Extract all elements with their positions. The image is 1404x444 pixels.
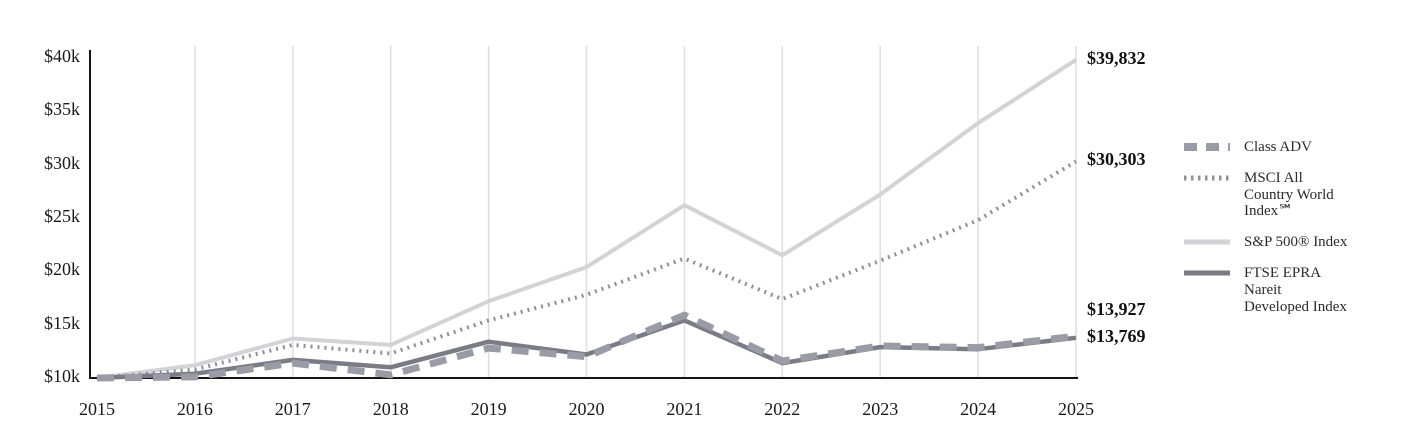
chart-legend: Class ADV MSCI All Country World Index℠ S&P … (1184, 139, 1394, 315)
y-tick-label-15000: $15k (44, 312, 80, 333)
legend-item-msci-all-country-world-index: MSCI All Country World Index℠ (1184, 170, 1394, 220)
series-end-label-39832: $39,832 (1087, 47, 1146, 68)
legend-swatch-s-p-500-index (1184, 239, 1230, 245)
y-tick-label-30000: $30k (44, 152, 80, 173)
series-end-label-13769: $13,769 (1087, 325, 1146, 346)
x-tick-label-2015: 2015 (79, 399, 115, 419)
legend-label-s-p-500-index: S&P 500® Index (1244, 234, 1348, 251)
y-tick-label-20000: $20k (44, 259, 80, 280)
y-tick-label-40000: $40k (44, 46, 80, 66)
y-tick-label-25000: $25k (44, 206, 80, 226)
series-line-s-p-500-index (96, 58, 1078, 380)
legend-swatch-class-adv (1184, 143, 1230, 151)
legend-swatch-msci-all-country-world-index (1184, 175, 1230, 181)
series-end-label-13927: $13,927 (1087, 298, 1146, 319)
x-tick-label-2016: 2016 (176, 399, 213, 419)
series-end-label-30303: $30,303 (1087, 149, 1146, 170)
legend-item-ftse-epra-nareit-developed-index: FTSE EPRA Nareit Developed Index (1184, 265, 1394, 315)
legend-label-msci-all-country-world-index: MSCI All Country World Index℠ (1244, 169, 1334, 220)
x-tick-label-2023: 2023 (862, 399, 899, 419)
legend-label-class-adv: Class ADV (1244, 139, 1312, 155)
legend-swatch-ftse-epra-nareit-developed-index (1184, 270, 1230, 276)
y-tick-label-10000: $10k (44, 366, 80, 386)
legend-label-ftse-epra-nareit-developed-index: FTSE EPRA Nareit Developed Index (1244, 264, 1347, 315)
x-tick-label-2019: 2019 (470, 399, 507, 419)
x-tick-label-2021: 2021 (666, 399, 703, 419)
x-tick-label-2020: 2020 (568, 399, 605, 419)
x-tick-label-2022: 2022 (764, 399, 801, 419)
x-tick-label-2017: 2017 (274, 399, 311, 419)
x-tick-label-2025: 2025 (1058, 399, 1094, 419)
legend-item-s-p-500-index: S&P 500® Index (1184, 234, 1394, 251)
x-tick-label-2024: 2024 (960, 399, 997, 419)
x-tick-label-2018: 2018 (372, 399, 409, 419)
y-tick-label-35000: $35k (44, 99, 80, 120)
legend-item-class-adv: Class ADV (1184, 139, 1394, 156)
series-line-class-adv (96, 311, 1077, 382)
